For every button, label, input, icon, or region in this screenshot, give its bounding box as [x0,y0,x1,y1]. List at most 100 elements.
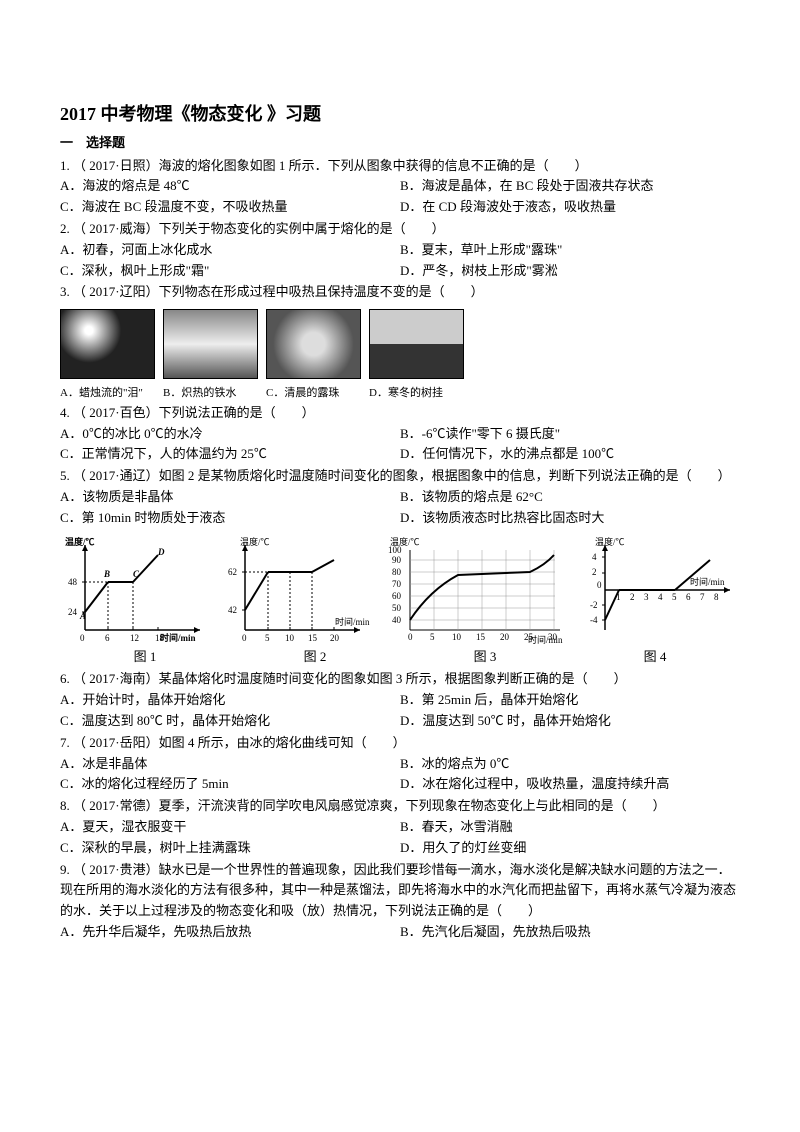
svg-text:80: 80 [392,567,402,577]
svg-text:12: 12 [130,633,139,643]
svg-text:6: 6 [686,592,691,602]
svg-text:2: 2 [592,567,597,577]
svg-text:15: 15 [476,632,486,642]
q5-stem: 5. （ 2017·通辽）如图 2 是某物质熔化时温度随时间变化的图象，根据图象… [60,466,740,487]
q2-optB: B．夏末，草叶上形成"露珠" [400,240,740,261]
q2-optD: D．严冬，树枝上形成"雾淞 [400,261,740,282]
chart-labels: 图 1 图 2 图 3 图 4 [60,647,740,668]
question-6: 6. （ 2017·海南）某晶体熔化时温度随时间变化的图象如图 3 所示，根据图… [60,669,740,731]
svg-text:7: 7 [700,592,705,602]
q1-optA: A．海波的熔点是 48℃ [60,176,400,197]
chart-label-4: 图 4 [570,647,740,668]
svg-text:4: 4 [592,552,597,562]
chart-label-2: 图 2 [230,647,400,668]
svg-text:时间/min: 时间/min [690,576,725,587]
q6-optB: B．第 25min 后，晶体开始熔化 [400,690,740,711]
svg-text:6: 6 [105,633,110,643]
q1-stem: 1. （ 2017·日照）海波的熔化图象如图 1 所示．下列从图象中获得的信息不… [60,156,740,177]
q5-optA: A．该物质是非晶体 [60,487,400,508]
svg-text:10: 10 [285,633,295,643]
svg-text:40: 40 [392,615,402,625]
q4-optB: B．-6℃读作"零下 6 摄氏度" [400,424,740,445]
q8-optA: A．夏天，湿衣服变干 [60,817,400,838]
q1-optD: D．在 CD 段海波处于液态，吸收热量 [400,197,740,218]
q7-optC: C．冰的熔化过程经历了 5min [60,774,400,795]
q2-optC: C．深秋，枫叶上形成"霜" [60,261,400,282]
q3-cap-c: C．清晨的露珠 [266,385,361,403]
q4-optC: C．正常情况下，人的体温约为 25℃ [60,444,400,465]
q9-optA: A．先升华后凝华，先吸热后放热 [60,922,400,943]
svg-text:-4: -4 [590,615,598,625]
q6-optC: C．温度达到 80℃ 时，晶体开始熔化 [60,711,400,732]
question-9: 9. （ 2017·贵港）缺水已是一个世界性的普遍现象，因此我们要珍惜每一滴水，… [60,860,740,943]
q2-stem: 2. （ 2017·威海）下列关于物态变化的实例中属于熔化的是（ ） [60,219,740,240]
q7-optD: D．冰在熔化过程中，吸收热量，温度持续升高 [400,774,740,795]
svg-text:C: C [133,569,140,579]
svg-text:50: 50 [392,603,402,613]
svg-text:42: 42 [228,605,237,615]
q9-optB: B．先汽化后凝固，先放热后吸热 [400,922,740,943]
q2-optA: A．初春，河面上冰化成水 [60,240,400,261]
q3-img-a [60,309,155,379]
question-8: 8. （ 2017·常德）夏季，汗流浃背的同学吹电风扇感觉凉爽，下列现象在物态变… [60,796,740,858]
svg-text:-2: -2 [590,600,598,610]
svg-text:4: 4 [658,592,663,602]
q6-optA: A．开始计时，晶体开始熔化 [60,690,400,711]
question-5: 5. （ 2017·通辽）如图 2 是某物质熔化时温度随时间变化的图象，根据图象… [60,466,740,528]
chart-1: 温度/℃ 24 48 0 6 12 18 A B C D 时间/min [60,535,210,645]
q3-cap-a: A．蜡烛流的"泪" [60,385,155,403]
svg-text:时间/min: 时间/min [528,634,563,645]
svg-text:8: 8 [714,592,719,602]
q3-cap-b: B．炽热的铁水 [163,385,258,403]
q1-optB: B．海波是晶体，在 BC 段处于固液共存状态 [400,176,740,197]
question-2: 2. （ 2017·威海）下列关于物态变化的实例中属于熔化的是（ ） A．初春，… [60,219,740,281]
q5-optC: C．第 10min 时物质处于液态 [60,508,400,529]
svg-text:5: 5 [672,592,677,602]
svg-text:15: 15 [308,633,318,643]
q3-img-b [163,309,258,379]
svg-text:0: 0 [597,580,602,590]
chart-3: 温度/℃ 40 50 60 70 80 90 100 0 5 10 15 20 [380,535,570,645]
svg-text:温度/℃: 温度/℃ [65,536,95,547]
svg-text:20: 20 [330,633,340,643]
q1-optC: C．海波在 BC 段温度不变，不吸收热量 [60,197,400,218]
q8-optB: B．春天，冰雪消融 [400,817,740,838]
svg-text:20: 20 [500,632,510,642]
q6-stem: 6. （ 2017·海南）某晶体熔化时温度随时间变化的图象如图 3 所示，根据图… [60,669,740,690]
q5-optD: D．该物质液态时比热容比固态时大 [400,508,740,529]
q6-optD: D．温度达到 50℃ 时，晶体开始熔化 [400,711,740,732]
svg-text:10: 10 [452,632,462,642]
svg-text:48: 48 [68,577,78,587]
svg-text:D: D [157,547,165,557]
question-1: 1. （ 2017·日照）海波的熔化图象如图 1 所示．下列从图象中获得的信息不… [60,156,740,218]
q3-img-c [266,309,361,379]
q5-optB: B．该物质的熔点是 62°C [400,487,740,508]
section-header: 一 选择题 [60,133,740,154]
q8-stem: 8. （ 2017·常德）夏季，汗流浃背的同学吹电风扇感觉凉爽，下列现象在物态变… [60,796,740,817]
svg-text:B: B [103,569,110,579]
q3-img-d [369,309,464,379]
question-3: 3. （ 2017·辽阳）下列物态在形成过程中吸热且保持温度不变的是（ ） [60,282,740,303]
page-title: 2017 中考物理《物态变化 》习题 [60,100,740,129]
q3-cap-d: D．寒冬的树挂 [369,385,464,403]
svg-text:A: A [79,611,86,621]
chart-label-1: 图 1 [60,647,230,668]
svg-text:0: 0 [80,633,85,643]
chart-label-3: 图 3 [400,647,570,668]
q7-optA: A．冰是非晶体 [60,754,400,775]
svg-text:2: 2 [630,592,635,602]
svg-text:62: 62 [228,567,237,577]
q7-optB: B．冰的熔点为 0℃ [400,754,740,775]
svg-text:5: 5 [430,632,435,642]
chart-2: 温度/℃ 42 62 0 5 10 15 20 时间/min [220,535,370,645]
svg-text:0: 0 [242,633,247,643]
svg-text:温度/℃: 温度/℃ [595,536,625,547]
q4-optD: D．任何情况下，水的沸点都是 100℃ [400,444,740,465]
q3-stem: 3. （ 2017·辽阳）下列物态在形成过程中吸热且保持温度不变的是（ ） [60,282,740,303]
q4-stem: 4. （ 2017·百色）下列说法正确的是（ ） [60,403,740,424]
chart-4: 温度/℃ 4 2 0 -2 -4 1 2 3 4 5 6 7 8 时间/min [580,535,740,645]
svg-text:时间/min: 时间/min [335,616,370,627]
q8-optC: C．深秋的早晨，树叶上挂满露珠 [60,838,400,859]
svg-text:3: 3 [644,592,649,602]
svg-text:60: 60 [392,591,402,601]
